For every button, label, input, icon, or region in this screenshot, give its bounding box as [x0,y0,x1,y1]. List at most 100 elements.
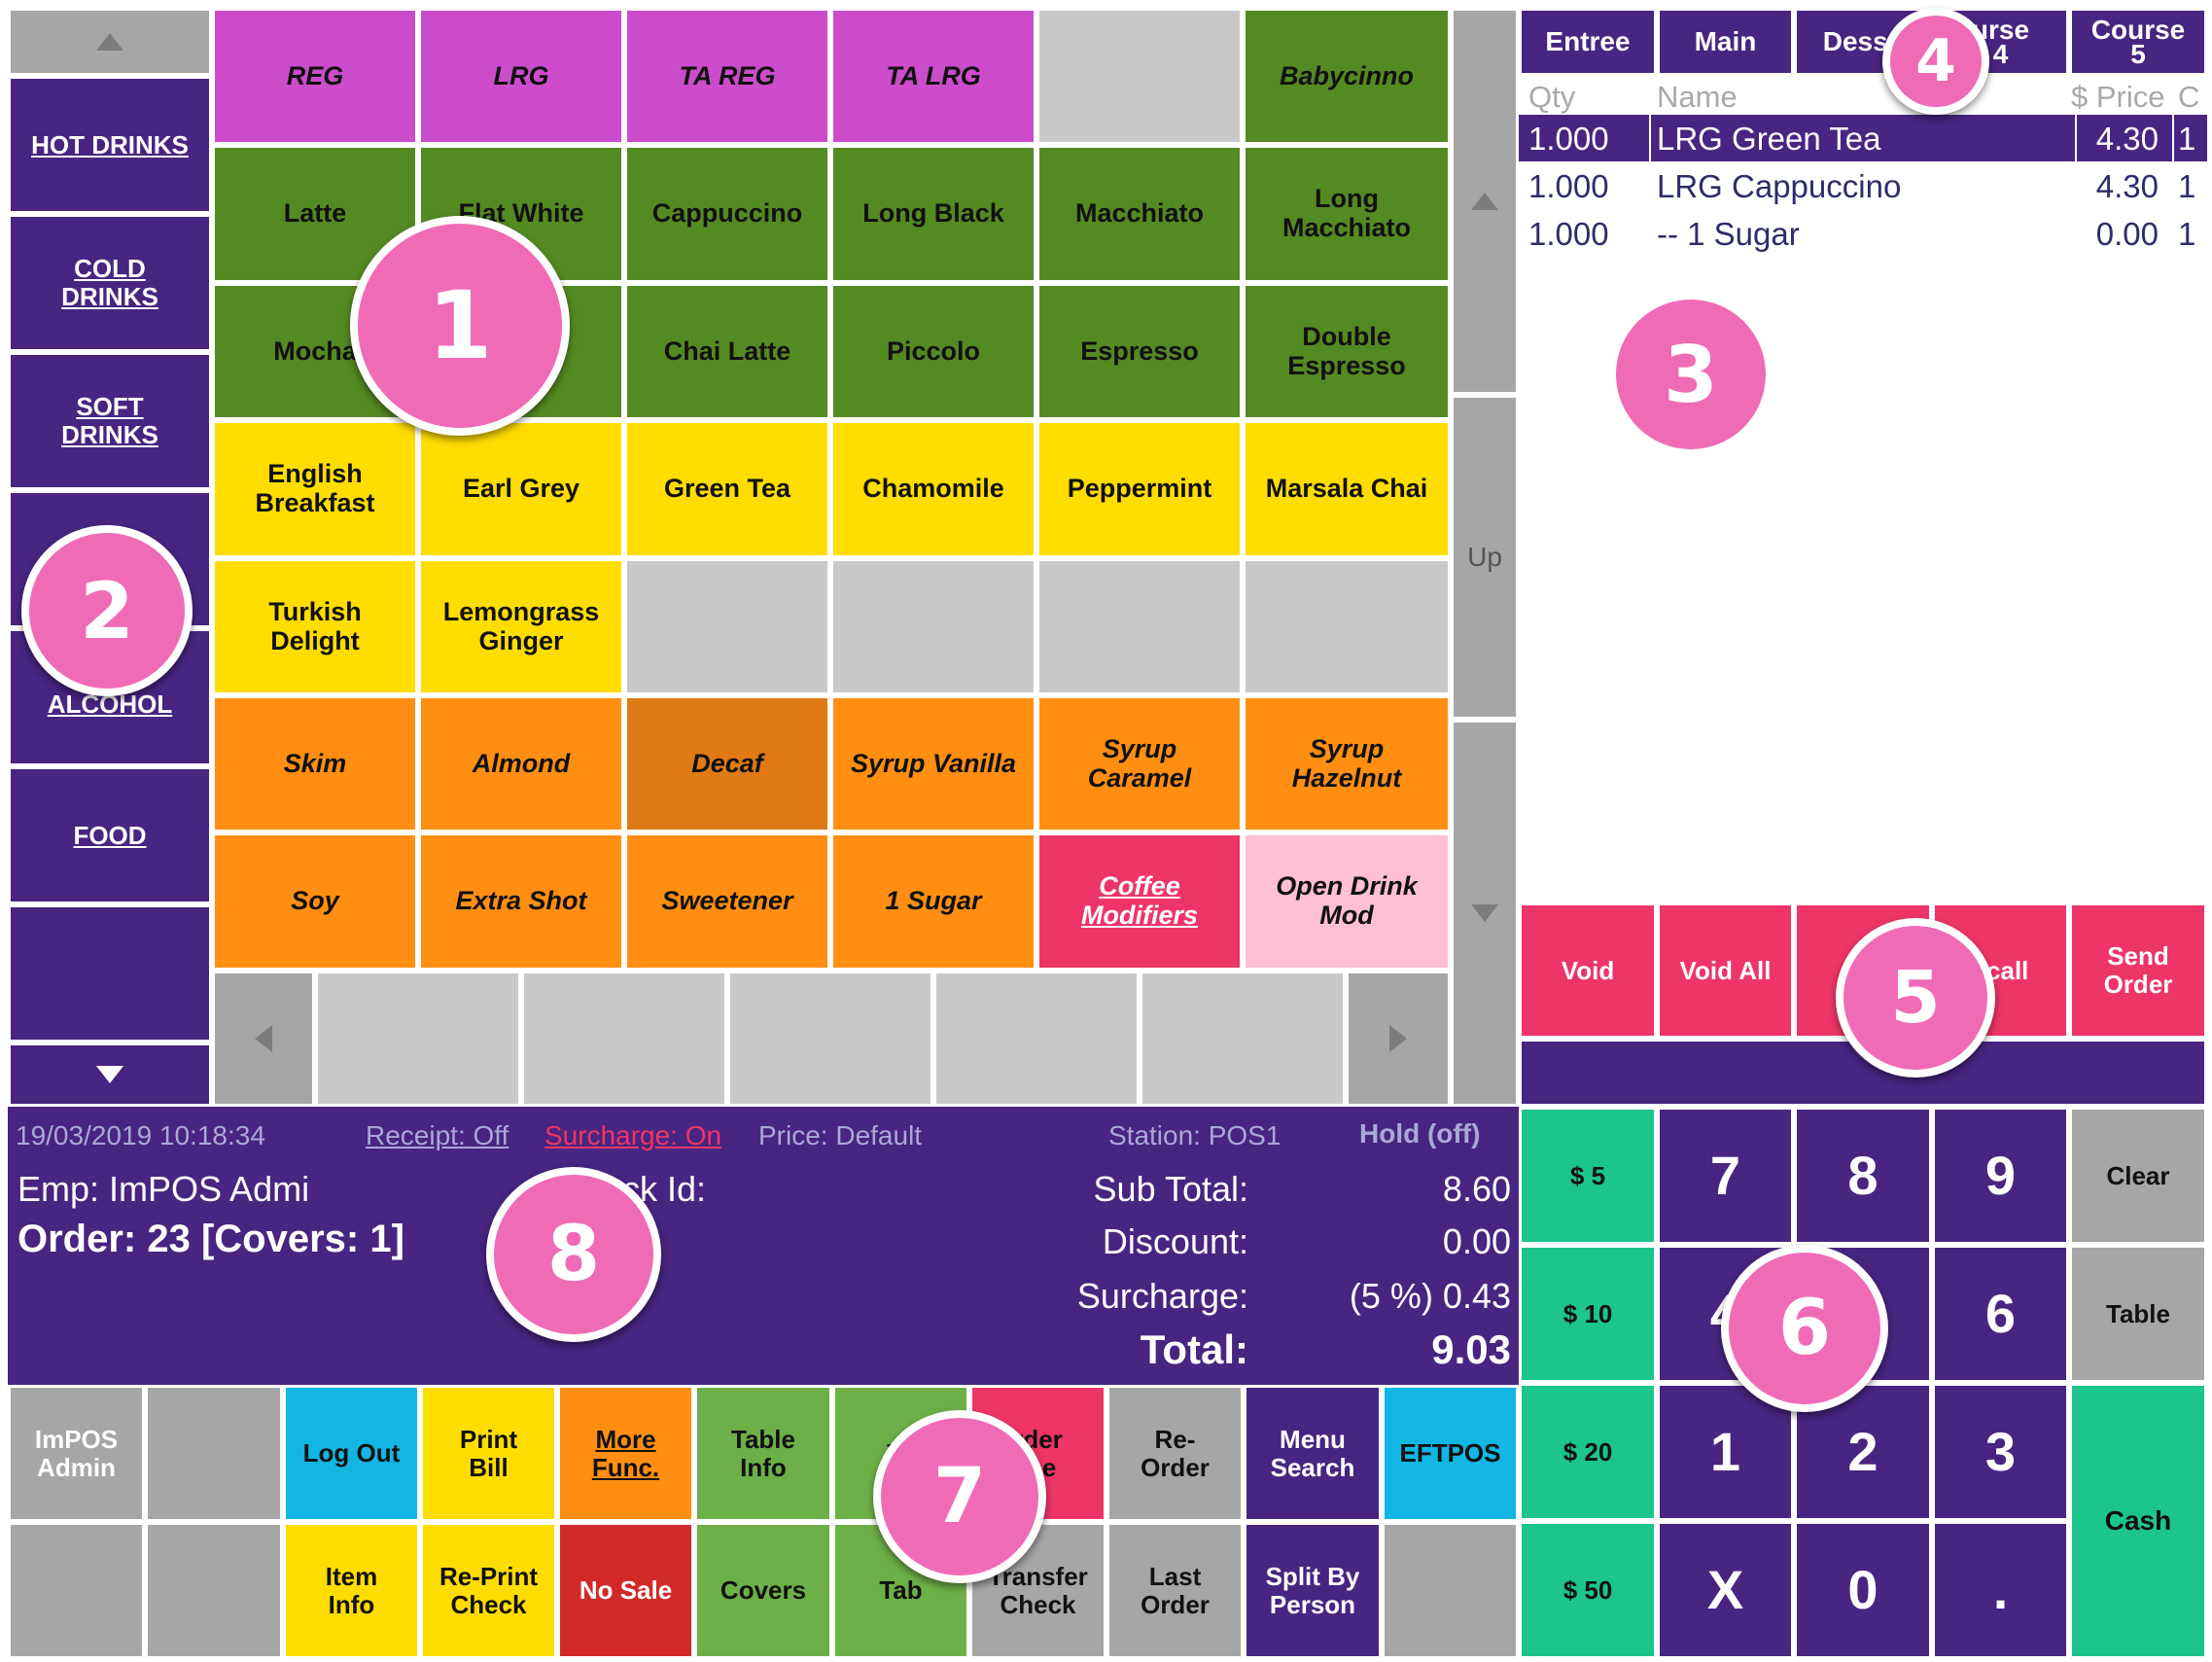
cash-button[interactable]: Cash [2069,1383,2207,1659]
cash-amount-50-button[interactable]: $ 50 [1519,1521,1657,1659]
function-re-order-button[interactable]: Re- Order [1106,1385,1244,1522]
menu-item-green-tea[interactable]: Green Tea [624,420,830,558]
menu-item-extra-shot[interactable]: Extra Shot [418,832,624,971]
order-row[interactable]: 1.000 LRG Cappuccino 4.30 1 [1519,162,2207,209]
menu-item-lemongrass-ginger[interactable]: Lemongrass Ginger [418,558,624,695]
function-print-bill-button[interactable]: Print Bill [420,1385,557,1522]
category-cold-drinks[interactable]: COLD DRINKS [8,214,212,352]
menu-item-decaf[interactable]: Decaf [624,695,830,832]
keypad-key-1[interactable]: 1 [1657,1383,1794,1521]
clear-button[interactable]: Clear [2069,1107,2207,1245]
function-menu-search-button[interactable]: Menu Search [1244,1385,1382,1522]
keypad-key-6[interactable]: 6 [1932,1245,2069,1383]
keypad-key-3[interactable]: 3 [1932,1383,2069,1521]
function-eftpos-button[interactable]: EFTPOS [1382,1385,1519,1522]
menu-item-skim[interactable]: Skim [212,695,418,832]
menu-item-macchiato[interactable]: Macchiato [1036,145,1243,283]
keypad-key-0[interactable]: 0 [1794,1521,1932,1659]
function-empty-button[interactable] [145,1522,283,1659]
menu-item-babycinno[interactable]: Babycinno [1243,8,1451,145]
menu-item-ta-lrg[interactable]: TA LRG [830,8,1036,145]
menu-scroll-up-button[interactable] [1451,8,1519,395]
category-empty[interactable] [8,904,212,1043]
keypad-key-9[interactable]: 9 [1932,1107,2069,1245]
menu-item-empty[interactable] [624,558,830,695]
menu-item-reg[interactable]: REG [212,8,418,145]
function-table-info-button[interactable]: Table Info [694,1385,832,1522]
function-empty-button[interactable] [8,1522,145,1659]
page-slot[interactable] [727,971,933,1107]
menu-item-chamomile[interactable]: Chamomile [830,420,1036,558]
action-send-order-button[interactable]: Send Order [2069,902,2207,1039]
menu-item-empty[interactable] [1036,8,1243,145]
menu-item-1-sugar[interactable]: 1 Sugar [830,832,1036,971]
menu-item-piccolo[interactable]: Piccolo [830,283,1036,420]
receipt-toggle[interactable]: Receipt: Off [366,1120,509,1150]
surcharge-toggle[interactable]: Surcharge: On [544,1120,722,1150]
menu-scroll-up-page-button[interactable]: Up [1451,395,1519,720]
keypad-key-2[interactable]: 2 [1794,1383,1932,1521]
menu-item-almond[interactable]: Almond [418,695,624,832]
course-tab-course-5[interactable]: Course 5 [2069,8,2207,76]
function-empty-button[interactable] [145,1385,283,1522]
menu-item-english-breakfast[interactable]: English Breakfast [212,420,418,558]
cash-amount-20-button[interactable]: $ 20 [1519,1383,1657,1521]
menu-item-lrg[interactable]: LRG [418,8,624,145]
page-left-button[interactable] [212,971,315,1107]
menu-item-long-black[interactable]: Long Black [830,145,1036,283]
keypad-key-x[interactable]: X [1657,1521,1794,1659]
category-scroll-down-button[interactable] [8,1043,212,1107]
menu-item-empty[interactable] [830,558,1036,695]
menu-item-long-macchiato[interactable]: Long Macchiato [1243,145,1451,283]
function-re-print-check-button[interactable]: Re-Print Check [420,1522,557,1659]
menu-item-double-espresso[interactable]: Double Espresso [1243,283,1451,420]
menu-item-earl-grey[interactable]: Earl Grey [418,420,624,558]
menu-item-cappuccino[interactable]: Cappuccino [624,145,830,283]
menu-item-espresso[interactable]: Espresso [1036,283,1243,420]
menu-scroll-down-button[interactable] [1451,720,1519,1107]
menu-item-empty[interactable] [1243,558,1451,695]
order-row[interactable]: 1.000 LRG Green Tea 4.30 1 [1519,115,2207,161]
category-scroll-up-button[interactable] [8,8,212,76]
menu-item-syrup-vanilla[interactable]: Syrup Vanilla [830,695,1036,832]
function-more-func-button[interactable]: More Func. [557,1385,694,1522]
menu-item-sweetener[interactable]: Sweetener [624,832,830,971]
function-impos-admin-button[interactable]: ImPOS Admin [8,1385,145,1522]
cash-amount-10-button[interactable]: $ 10 [1519,1245,1657,1383]
cash-amount-5-button[interactable]: $ 5 [1519,1107,1657,1245]
action-void-button[interactable]: Void [1519,902,1657,1039]
keypad-key-7[interactable]: 7 [1657,1107,1794,1245]
keypad-key-8[interactable]: 8 [1794,1107,1932,1245]
keypad-key-dot[interactable]: . [1932,1521,2069,1659]
function-log-out-button[interactable]: Log Out [283,1385,420,1522]
menu-item-empty[interactable] [1036,558,1243,695]
function-covers-button[interactable]: Covers [694,1522,832,1659]
menu-item-syrup-caramel[interactable]: Syrup Caramel [1036,695,1243,832]
menu-item-ta-reg[interactable]: TA REG [624,8,830,145]
menu-item-syrup-hazelnut[interactable]: Syrup Hazelnut [1243,695,1451,832]
category-food[interactable]: FOOD [8,766,212,904]
function-last-order-button[interactable]: Last Order [1106,1522,1244,1659]
function-empty-button[interactable] [1382,1522,1519,1659]
category-hot-drinks[interactable]: HOT DRINKS [8,76,212,214]
menu-item-open-drink-mod[interactable]: Open Drink Mod [1243,832,1451,971]
page-slot[interactable] [521,971,727,1107]
order-row[interactable]: 1.000 -- 1 Sugar 0.00 1 [1519,210,2207,257]
menu-item-marsala-chai[interactable]: Marsala Chai [1243,420,1451,558]
course-tab-entree[interactable]: Entree [1519,8,1657,76]
menu-item-turkish-delight[interactable]: Turkish Delight [212,558,418,695]
function-item-info-button[interactable]: Item Info [283,1522,420,1659]
menu-item-soy[interactable]: Soy [212,832,418,971]
function-no-sale-button[interactable]: No Sale [557,1522,694,1659]
menu-item-peppermint[interactable]: Peppermint [1036,420,1243,558]
function-split-by-person-button[interactable]: Split By Person [1244,1522,1382,1659]
page-slot[interactable] [933,971,1140,1107]
category-soft-drinks[interactable]: SOFT DRINKS [8,352,212,490]
menu-item-coffee-modifiers[interactable]: Coffee Modifiers [1036,832,1243,971]
table-button[interactable]: Table [2069,1245,2207,1383]
course-tab-main[interactable]: Main [1657,8,1794,76]
menu-item-chai-latte[interactable]: Chai Latte [624,283,830,420]
page-right-button[interactable] [1346,971,1451,1107]
page-slot[interactable] [315,971,521,1107]
page-slot[interactable] [1140,971,1346,1107]
